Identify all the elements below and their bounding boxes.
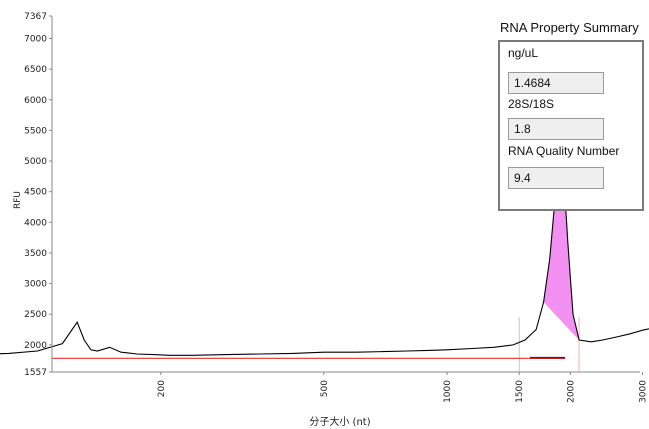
y-tick-label: 1557 [24,368,47,378]
concentration-label: ng/uL [508,46,539,60]
y-tick-label: 5500 [24,126,47,136]
rfu-trace [0,159,649,356]
peak-1902-fill [543,159,580,340]
y-tick-label: 6000 [24,96,47,106]
y-tick-label: 3000 [24,280,47,290]
x-tick-label: 500 [320,380,330,397]
rqn-label: RNA Quality Number [508,144,620,158]
y-tick-label: 4000 [24,218,47,228]
y-tick-label: 2500 [24,310,47,320]
concentration-field: 1.4684 [508,72,604,94]
y-tick-label: 7000 [24,34,47,44]
y-tick-label: 4500 [24,188,47,198]
x-tick-label: 2000 [566,380,576,403]
summary-title: RNA Property Summary [500,20,639,35]
x-tick-label: 1000 [443,380,453,403]
y-tick-label: 7367 [24,12,47,22]
x-tick-label: 3000 [638,380,648,403]
x-axis-label: 分子大小 (nt) [309,415,370,428]
x-tick-label: 200 [157,380,167,397]
ratio-label: 28S/18S [508,97,555,111]
y-tick-label: 6500 [24,65,47,75]
ratio-field: 1.8 [508,118,604,140]
y-tick-label: 3500 [24,249,47,259]
x-tick-label: 1500 [515,380,525,403]
y-tick-label: 5000 [24,157,47,167]
y-axis-label: RFU [13,191,23,209]
summary-panel: ng/uL 1.4684 28S/18S 1.8 RNA Quality Num… [498,40,644,211]
y-tick-label: 2000 [24,341,47,351]
rna-property-summary: RNA Property Summary ng/uL 1.4684 28S/18… [498,16,649,211]
rqn-field: 9.4 [508,167,604,189]
